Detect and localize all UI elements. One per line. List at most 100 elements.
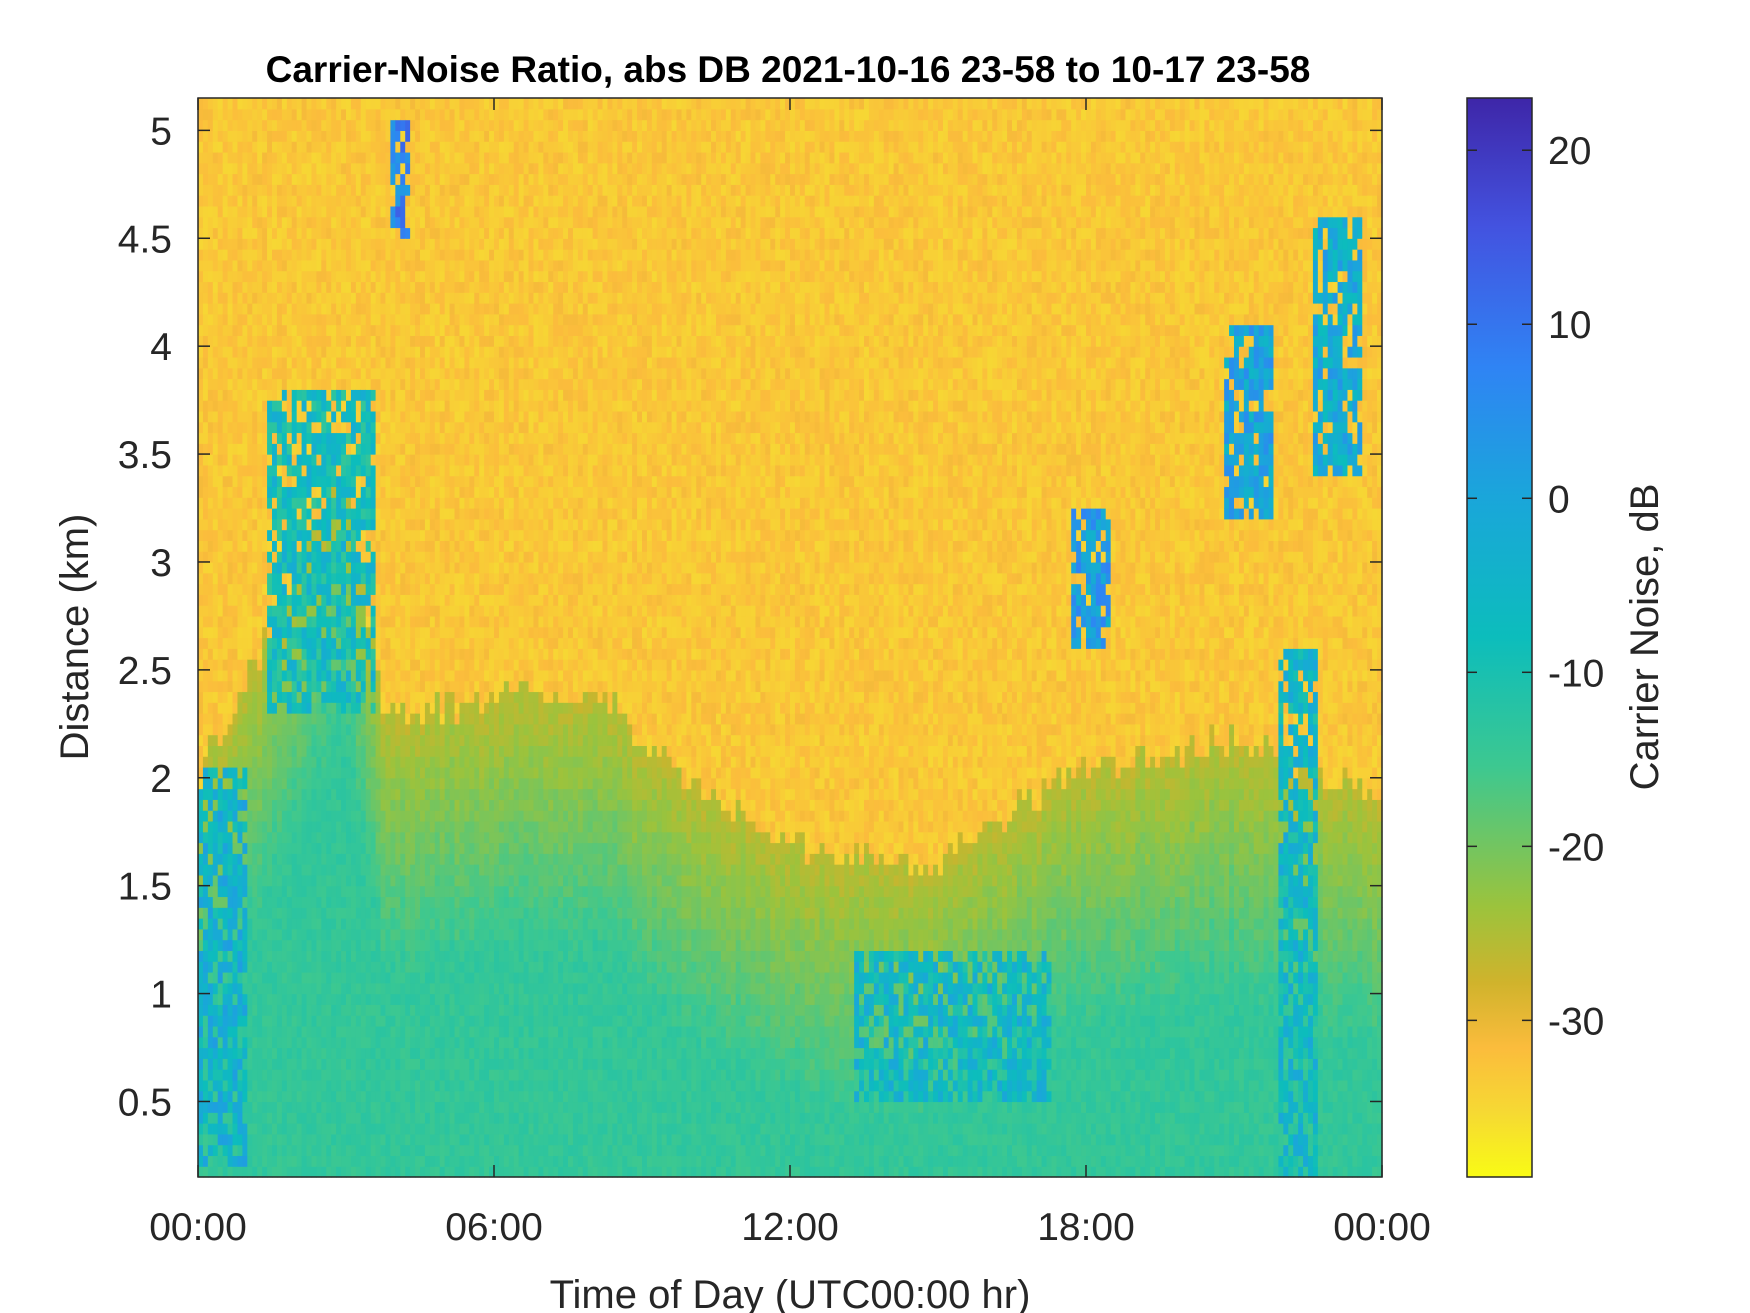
heatmap-cell [385, 562, 391, 573]
heatmap-cell [415, 249, 421, 260]
heatmap-cell [425, 486, 431, 497]
heatmap-cell [272, 389, 278, 400]
heatmap-cell [415, 886, 421, 897]
heatmap-cell [198, 1134, 204, 1145]
heatmap-cell [302, 292, 308, 303]
heatmap-cell [331, 1112, 337, 1123]
heatmap-cell [326, 929, 332, 940]
heatmap-cell [366, 972, 372, 983]
heatmap-cell [242, 109, 248, 120]
heatmap-cell [203, 422, 209, 433]
heatmap-cell [233, 950, 239, 961]
heatmap-cell [233, 486, 239, 497]
heatmap-cell [326, 454, 332, 465]
heatmap-cell [371, 411, 377, 422]
heatmap-cell [430, 1037, 436, 1048]
heatmap-cell [218, 940, 224, 951]
heatmap-cell [440, 551, 446, 562]
heatmap-cell [390, 681, 396, 692]
heatmap-cell [213, 497, 219, 508]
heatmap-cell [198, 238, 204, 249]
heatmap-cell [341, 1101, 347, 1112]
heatmap-cell [425, 346, 431, 357]
heatmap-cell [311, 789, 317, 800]
heatmap-cell [390, 573, 396, 584]
heatmap-cell [390, 325, 396, 336]
heatmap-cell [237, 184, 243, 195]
heatmap-cell [252, 184, 258, 195]
heatmap-cell [400, 918, 406, 929]
heatmap-cell [307, 670, 313, 681]
heatmap-cell [297, 1015, 303, 1026]
heatmap-cell [415, 486, 421, 497]
heatmap-cell [228, 724, 234, 735]
heatmap-cell [440, 702, 446, 713]
heatmap-cell [228, 605, 234, 616]
heatmap-cell [198, 141, 204, 152]
heatmap-cell [257, 1134, 263, 1145]
heatmap-cell [316, 1026, 322, 1037]
heatmap-cell [218, 325, 224, 336]
heatmap-cell [321, 983, 327, 994]
heatmap-cell [376, 853, 382, 864]
heatmap-cell [267, 422, 273, 433]
heatmap-cell [371, 400, 377, 411]
heatmap-cell [341, 141, 347, 152]
heatmap-cell [311, 163, 317, 174]
heatmap-cell [356, 1058, 362, 1069]
heatmap-cell [316, 465, 322, 476]
heatmap-cell [218, 994, 224, 1005]
heatmap-cell [420, 713, 426, 724]
heatmap-cell [237, 724, 243, 735]
heatmap-cell [351, 486, 357, 497]
heatmap-cell [282, 1058, 288, 1069]
heatmap-cell [307, 130, 313, 141]
heatmap-cell [420, 303, 426, 314]
heatmap-cell [228, 886, 234, 897]
heatmap-cell [208, 994, 214, 1005]
heatmap-cell [262, 961, 268, 972]
heatmap-cell [218, 152, 224, 163]
heatmap-cell [267, 691, 273, 702]
heatmap-cell [242, 584, 248, 595]
heatmap-cell [307, 907, 313, 918]
heatmap-cell [336, 109, 342, 120]
heatmap-cell [277, 465, 283, 476]
heatmap-cell [376, 486, 382, 497]
heatmap-cell [346, 497, 352, 508]
heatmap-cell [208, 486, 214, 497]
heatmap-cell [395, 346, 401, 357]
heatmap-cell [376, 1080, 382, 1091]
heatmap-cell [292, 195, 298, 206]
heatmap-cell [302, 594, 308, 605]
heatmap-cell [233, 832, 239, 843]
heatmap-cell [262, 832, 268, 843]
heatmap-cell [316, 918, 322, 929]
heatmap-cell [228, 1026, 234, 1037]
heatmap-cell [198, 519, 204, 530]
heatmap-cell [302, 508, 308, 519]
heatmap-cell [218, 476, 224, 487]
heatmap-cell [262, 940, 268, 951]
heatmap-cell [376, 432, 382, 443]
heatmap-cell [346, 292, 352, 303]
heatmap-cell [321, 594, 327, 605]
heatmap-cell [267, 1091, 273, 1102]
heatmap-cell [297, 152, 303, 163]
heatmap-cell [361, 335, 367, 346]
heatmap-cell [242, 810, 248, 821]
heatmap-cell [277, 584, 283, 595]
heatmap-cell [213, 217, 219, 228]
heatmap-cell [307, 1069, 313, 1080]
heatmap-cell [425, 314, 431, 325]
heatmap-cell [242, 174, 248, 185]
heatmap-cell [203, 573, 209, 584]
heatmap-cell [242, 454, 248, 465]
heatmap-cell [233, 670, 239, 681]
heatmap-cell [203, 681, 209, 692]
heatmap-cell [430, 832, 436, 843]
heatmap-cell [233, 735, 239, 746]
heatmap-cell [356, 681, 362, 692]
heatmap-cell [213, 1015, 219, 1026]
heatmap-cell [366, 853, 372, 864]
